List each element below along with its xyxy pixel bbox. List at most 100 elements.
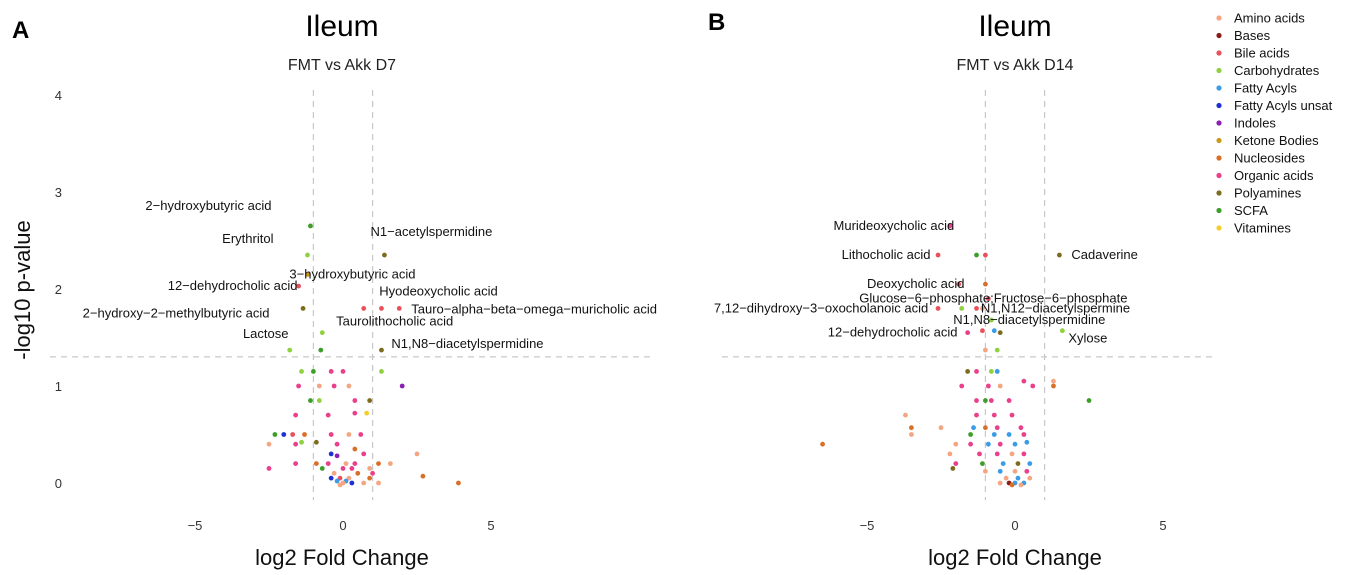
data-point	[991, 328, 997, 334]
legend-swatch	[1216, 207, 1222, 214]
x-tick-label: 0	[1011, 518, 1018, 533]
panel-b-plot: −5 0 5 Murideoxycholic acid Lithocholic acid…	[714, 90, 1215, 533]
data-point	[994, 425, 1000, 431]
data-point	[316, 383, 322, 389]
data-point	[340, 369, 346, 374]
data-point	[346, 475, 352, 481]
data-point	[352, 410, 358, 416]
point-annotation: Tauro−alpha−beta−omega−muricholic acid	[411, 301, 657, 316]
data-point	[988, 398, 994, 403]
legend-label: Vitamines	[1234, 221, 1291, 236]
data-point	[1006, 432, 1012, 437]
legend-label: Bile acids	[1234, 46, 1290, 61]
data-point	[346, 383, 352, 389]
data-point	[980, 461, 985, 466]
data-point	[991, 432, 997, 437]
y-tick-label: 4	[55, 88, 62, 103]
point-annotation: 12−dehydrocholic acid	[168, 278, 298, 293]
data-point	[367, 475, 373, 481]
data-point	[909, 425, 914, 431]
data-point	[334, 441, 340, 447]
data-point	[376, 480, 381, 486]
data-point	[1030, 383, 1036, 389]
legend-label: SCFA	[1234, 203, 1268, 218]
data-point	[281, 432, 287, 437]
x-tick-label: 5	[1159, 518, 1166, 533]
legend-swatch	[1216, 85, 1222, 91]
data-point	[316, 398, 322, 403]
data-point	[414, 451, 420, 457]
data-point	[997, 441, 1003, 447]
point-annotation: Glucose−6−phosphate;Fructose−6−phosphate	[859, 291, 1127, 306]
point-annotation: Erythritol	[222, 231, 273, 246]
data-point	[953, 441, 959, 447]
panel-a-subtitle: FMT vs Akk D7	[288, 57, 396, 74]
data-point	[1021, 432, 1027, 437]
legend-swatch	[1216, 120, 1222, 126]
legend-label: Fatty Acyls unsat	[1234, 98, 1333, 113]
data-point	[300, 306, 306, 311]
data-point	[994, 347, 1000, 353]
data-point	[352, 398, 358, 403]
data-point	[1018, 425, 1024, 431]
data-point	[935, 252, 941, 258]
data-point	[290, 432, 296, 437]
legend-swatch	[1216, 102, 1222, 109]
data-point	[293, 412, 299, 418]
data-point	[971, 425, 976, 431]
data-point	[293, 461, 299, 466]
data-point	[991, 412, 997, 418]
y-tick-label: 0	[55, 476, 62, 491]
data-point	[1024, 468, 1030, 474]
data-point	[331, 470, 337, 476]
point-annotation: Hyodeoxycholic acid	[379, 283, 498, 298]
data-point	[1024, 439, 1030, 445]
data-point	[1006, 398, 1012, 403]
point-annotation: 3−hydroxybutyric acid	[289, 266, 415, 281]
legend-label: Carbohydrates	[1234, 63, 1320, 78]
data-point	[305, 272, 310, 277]
data-point	[328, 475, 334, 481]
data-point	[331, 383, 337, 389]
data-point	[985, 296, 991, 302]
legend-swatch	[1216, 15, 1222, 21]
data-point	[947, 223, 953, 229]
point-annotation: Cadaverine	[1071, 247, 1138, 262]
data-point	[974, 252, 979, 258]
data-point	[337, 475, 343, 481]
data-point	[1015, 475, 1021, 481]
data-point	[456, 480, 461, 486]
data-point	[337, 482, 343, 488]
point-annotation: Xylose	[1068, 331, 1107, 346]
data-point	[983, 468, 988, 474]
panel-a-title: Ileum	[305, 10, 378, 43]
data-point	[977, 451, 982, 457]
point-annotation: 2−hydroxybutyric acid	[145, 198, 271, 213]
data-point	[985, 441, 991, 447]
data-point	[1012, 468, 1018, 474]
data-point	[1000, 461, 1006, 466]
data-point	[313, 461, 319, 466]
legend-label: Ketone Bodies	[1234, 133, 1319, 148]
legend-label: Indoles	[1234, 116, 1276, 131]
data-point	[1009, 482, 1015, 488]
panel-b-title: Ileum	[978, 10, 1051, 43]
data-point	[328, 432, 334, 437]
point-annotation: N1,N12−diacetylspermine	[981, 300, 1130, 315]
data-point	[820, 441, 825, 447]
legend-swatch	[1216, 155, 1222, 161]
data-point	[988, 317, 994, 323]
data-point	[903, 412, 908, 418]
data-point	[997, 480, 1003, 486]
point-annotation: 7,12−dihydroxy−3−oxocholanoic acid	[714, 300, 928, 315]
data-point	[938, 425, 944, 431]
point-annotation: Lithocholic acid	[842, 247, 931, 262]
data-point	[974, 369, 979, 374]
data-point	[379, 369, 384, 374]
legend-swatch	[1216, 137, 1222, 144]
data-point	[1086, 398, 1092, 403]
legend-swatch	[1216, 172, 1222, 179]
panel-b-subtitle: FMT vs Akk D14	[956, 57, 1073, 74]
data-point	[287, 347, 293, 353]
